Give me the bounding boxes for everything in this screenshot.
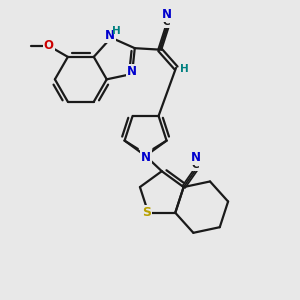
Text: N: N: [127, 65, 137, 78]
Text: N: N: [191, 151, 201, 164]
Text: O: O: [44, 39, 54, 52]
Text: H: H: [112, 26, 121, 36]
Text: N: N: [105, 29, 115, 42]
Text: C: C: [191, 160, 199, 170]
Text: S: S: [142, 206, 151, 219]
Text: C: C: [163, 17, 170, 27]
Text: N: N: [162, 8, 172, 21]
Text: H: H: [180, 64, 189, 74]
Text: N: N: [141, 151, 151, 164]
